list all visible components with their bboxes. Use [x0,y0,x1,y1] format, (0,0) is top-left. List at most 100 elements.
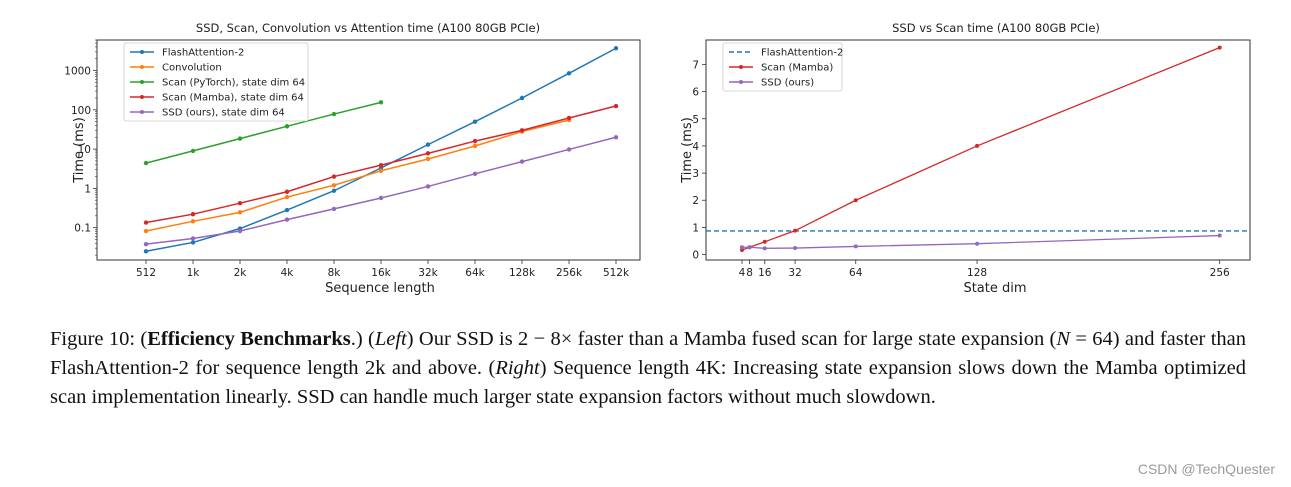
data-point [472,138,478,144]
x-tick-label: 256 [1210,267,1230,279]
data-point [762,246,767,251]
data-point [143,220,149,225]
y-tick-label: 100 [71,105,91,117]
x-tick-label: 16k [371,267,391,279]
data-point [975,241,980,246]
chart-left: SSD, Scan, Convolution vs Attention time… [64,21,641,296]
legend-item-flashattention-2: FlashAttention-2 [130,48,244,59]
figure-caption: Figure 10: (Efficiency Benchmarks.) (Lef… [50,325,1246,412]
legend-item-convolution: Convolution [130,63,222,74]
y-tick-label: 2 [692,195,699,207]
legend-item-ssd-ours-state-dim-64: SSD (ours), state dim 64 [130,108,285,119]
chart-right-title: SSD vs Scan time (A100 80GB PCIe) [892,21,1100,35]
data-point [190,211,196,217]
legend-label: SSD (ours) [761,78,814,89]
legend-label: SSD (ours), state dim 64 [162,108,285,119]
data-point [740,245,745,250]
series-convolution [143,117,572,234]
data-point [472,171,478,177]
chart-right-ylabel: Time (ms) [680,117,695,184]
x-tick-label: 64 [849,267,863,279]
data-point [190,240,196,245]
legend-item-ssd-ours: SSD (ours) [729,78,814,89]
legend-marker [140,95,144,99]
legend-label: Scan (PyTorch), state dim 64 [162,78,305,89]
data-point [284,207,290,213]
series-line [742,234,1220,249]
y-tick-label: 7 [692,59,699,71]
series-scan-mamba-state-dim-64 [143,103,619,225]
data-point [378,168,384,174]
legend-marker [140,50,144,54]
chart-left-legend: FlashAttention-2 Convolution Scan (PyTorch… [123,42,309,122]
series-scan-pytorch-state-dim-64 [143,100,384,166]
x-tick-label: 128 [967,267,987,279]
y-tick-label: 3 [692,168,699,180]
series-line [145,101,382,164]
data-point [425,142,431,147]
data-point [331,111,337,117]
y-tick-label: 0.1 [74,223,91,235]
data-point [566,115,572,121]
data-point [747,245,752,250]
legend-label: FlashAttention-2 [162,48,244,59]
x-tick-label: 64k [465,267,485,279]
caption-left-label: Left [374,328,407,350]
x-tick-label: 8k [328,267,342,279]
data-point [143,228,149,234]
caption-prefix: Figure 10: ( [50,328,148,350]
data-point [378,195,384,201]
chart-right-plot-area [705,39,1251,261]
data-point [237,200,243,206]
legend-marker [140,110,144,114]
data-point [331,174,337,179]
x-tick-label: 512 [136,267,156,279]
data-point [566,147,572,152]
caption-after-bold: .) ( [350,328,375,350]
data-point [975,143,980,148]
y-tick-label: 6 [692,87,699,99]
legend-marker [140,80,144,84]
series-ssd-ours [740,233,1222,251]
data-point [566,71,572,76]
data-point [331,206,337,212]
chart-right-xlabel: State dim [963,281,1026,296]
data-point [143,249,149,254]
data-point [190,219,196,224]
data-point [284,217,290,222]
x-tick-label: 4k [281,267,295,279]
x-tick-label: 4 [739,267,746,279]
chart-left-ylabel: Time (ms) [72,117,87,184]
x-tick-label: 32 [788,267,801,279]
data-point [613,46,619,51]
data-point [762,239,767,244]
chart-right: SSD vs Scan time (A100 80GB PCIe) 0 1 2 3 4 5… [680,21,1251,296]
data-point [143,160,149,166]
chart-right-legend: FlashAttention-2 Scan (Mamba) SSD (ours) [722,42,843,92]
data-point [378,162,384,168]
legend-marker [739,65,743,69]
legend-label: FlashAttention-2 [761,48,843,59]
data-point [472,119,478,124]
x-tick-label: 32k [418,267,438,279]
data-point [425,184,431,189]
data-point [519,95,525,101]
data-point [853,244,858,249]
legend-marker [140,65,144,69]
legend-label: Convolution [162,63,222,74]
data-point [143,241,149,247]
caption-n-text: = 64) and faster than FlashAttention-2 f… [50,328,1247,379]
y-tick-label: 10 [78,144,91,156]
x-tick-label: 2k [234,267,248,279]
legend-item-scan-mamba-state-dim-64: Scan (Mamba), state dim 64 [130,93,304,104]
y-tick-label: 0 [692,250,699,262]
data-point [331,188,337,193]
legend-marker [739,80,743,84]
x-tick-label: 1k [187,267,201,279]
x-tick-label: 128k [509,267,536,279]
legend-label: Scan (Mamba), state dim 64 [162,93,304,104]
data-point [237,136,243,141]
x-tick-label: 256k [556,267,583,279]
caption-right-label: Right [495,357,540,379]
data-point [284,124,290,129]
